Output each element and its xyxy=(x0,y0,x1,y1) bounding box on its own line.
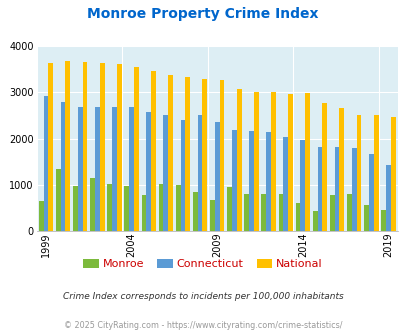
Bar xyxy=(288,94,292,231)
Bar xyxy=(356,115,360,231)
Bar xyxy=(226,187,231,231)
Bar xyxy=(236,89,241,231)
Bar xyxy=(278,194,283,231)
Bar xyxy=(175,185,180,231)
Bar xyxy=(322,104,326,231)
Bar xyxy=(219,80,224,231)
Bar xyxy=(231,130,236,231)
Bar xyxy=(117,64,121,231)
Text: Crime Index corresponds to incidents per 100,000 inhabitants: Crime Index corresponds to incidents per… xyxy=(62,292,343,301)
Bar xyxy=(141,194,146,231)
Bar xyxy=(129,107,134,231)
Bar xyxy=(295,203,300,231)
Bar xyxy=(339,108,343,231)
Bar xyxy=(209,200,214,231)
Bar xyxy=(78,107,82,231)
Bar xyxy=(373,115,377,231)
Bar xyxy=(334,147,339,231)
Bar xyxy=(158,184,163,231)
Bar xyxy=(192,192,197,231)
Bar xyxy=(283,137,288,231)
Bar xyxy=(312,211,317,231)
Bar xyxy=(146,112,151,231)
Bar xyxy=(261,194,266,231)
Bar xyxy=(214,121,219,231)
Bar xyxy=(385,165,390,231)
Bar xyxy=(112,107,117,231)
Bar xyxy=(253,92,258,231)
Bar xyxy=(380,210,385,231)
Bar xyxy=(65,61,70,231)
Bar xyxy=(73,186,78,231)
Bar xyxy=(351,148,356,231)
Bar xyxy=(346,194,351,231)
Text: Monroe Property Crime Index: Monroe Property Crime Index xyxy=(87,7,318,20)
Text: © 2025 CityRating.com - https://www.cityrating.com/crime-statistics/: © 2025 CityRating.com - https://www.city… xyxy=(64,321,341,330)
Bar xyxy=(90,178,95,231)
Bar xyxy=(197,115,202,231)
Bar xyxy=(168,75,173,231)
Bar xyxy=(180,120,185,231)
Bar xyxy=(151,71,156,231)
Bar xyxy=(56,169,60,231)
Bar xyxy=(95,107,100,231)
Bar xyxy=(248,131,253,231)
Bar xyxy=(244,194,248,231)
Bar xyxy=(329,194,334,231)
Bar xyxy=(43,96,48,231)
Bar xyxy=(390,117,395,231)
Bar xyxy=(300,140,305,231)
Bar xyxy=(266,132,270,231)
Bar xyxy=(368,154,373,231)
Bar xyxy=(363,205,368,231)
Bar xyxy=(185,77,190,231)
Legend: Monroe, Connecticut, National: Monroe, Connecticut, National xyxy=(78,255,327,274)
Bar xyxy=(317,147,322,231)
Bar xyxy=(124,186,129,231)
Bar xyxy=(107,184,112,231)
Bar xyxy=(48,63,53,231)
Bar xyxy=(82,62,87,231)
Bar xyxy=(100,63,104,231)
Bar xyxy=(202,79,207,231)
Bar xyxy=(305,93,309,231)
Bar xyxy=(270,92,275,231)
Bar xyxy=(60,102,65,231)
Bar xyxy=(163,115,168,231)
Bar xyxy=(134,67,139,231)
Bar xyxy=(38,201,43,231)
